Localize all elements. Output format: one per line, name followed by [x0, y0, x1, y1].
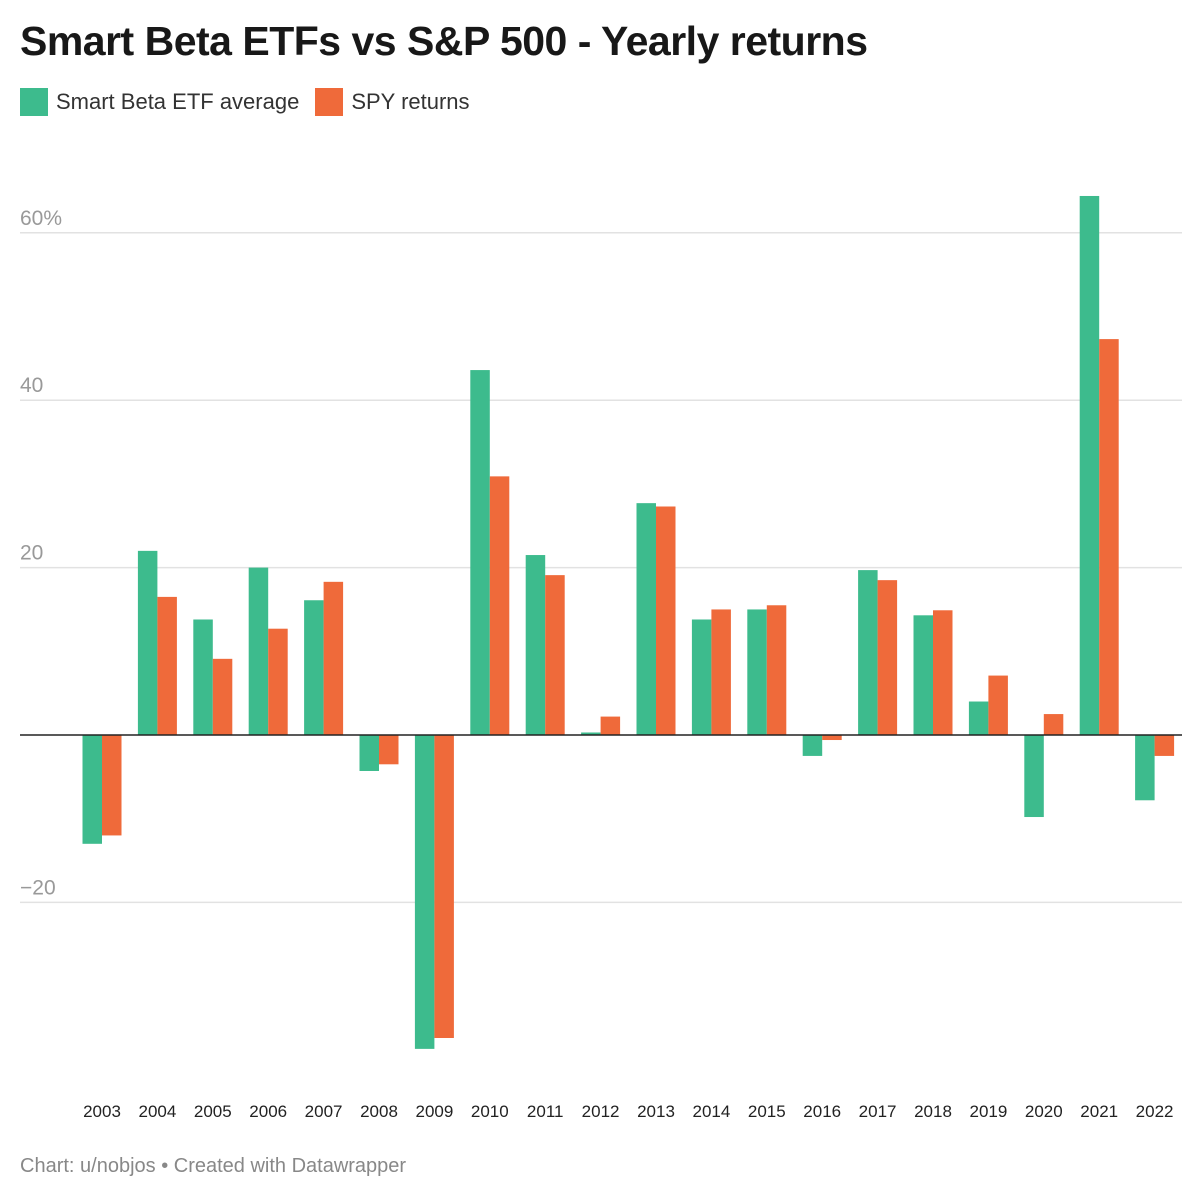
bar-spy [766, 605, 787, 735]
x-tick-label: 2020 [1025, 1102, 1063, 1121]
bar-spy [600, 716, 621, 735]
bar-smart-beta [802, 735, 823, 756]
bar-smart-beta [525, 555, 546, 735]
bar-spy [212, 658, 233, 735]
x-tick-label: 2019 [969, 1102, 1007, 1121]
bar-smart-beta [304, 600, 324, 735]
bar-spy [323, 581, 344, 735]
bar-spy [656, 506, 676, 735]
x-tick-label: 2010 [471, 1102, 509, 1121]
x-tick-label: 2015 [748, 1102, 786, 1121]
x-tick-label: 2005 [194, 1102, 232, 1121]
chart-credit: Chart: u/nobjos • Created with Datawrapp… [20, 1155, 407, 1177]
x-tick-label: 2013 [637, 1102, 675, 1121]
x-tick-label: 2018 [914, 1102, 952, 1121]
bar-smart-beta [1024, 735, 1044, 818]
bar-smart-beta [581, 732, 601, 735]
y-tick-label: 60% [20, 207, 62, 230]
bar-smart-beta [691, 619, 712, 735]
legend-label-spy: SPY returns [351, 89, 470, 114]
bar-smart-beta [82, 735, 102, 844]
y-tick-label: 20 [20, 542, 43, 565]
x-tick-label: 2006 [249, 1102, 287, 1121]
bar-smart-beta [858, 570, 878, 735]
chart-title: Smart Beta ETFs vs S&P 500 - Yearly retu… [20, 18, 868, 64]
bar-spy [877, 580, 898, 735]
legend: Smart Beta ETF average SPY returns [20, 88, 486, 116]
bar-smart-beta [1079, 195, 1100, 736]
bar-spy [822, 735, 842, 741]
bar-spy [545, 575, 565, 735]
x-tick-label: 2022 [1136, 1102, 1174, 1121]
bar-spy [157, 596, 177, 735]
x-tick-label: 2021 [1080, 1102, 1118, 1121]
bar-spy [268, 628, 288, 735]
x-tick-label: 2003 [83, 1102, 121, 1121]
bar-spy [1099, 339, 1119, 735]
x-tick-label: 2007 [305, 1102, 343, 1121]
y-tick-label: −20 [20, 876, 56, 899]
bar-spy [988, 675, 1008, 735]
bar-spy [711, 609, 731, 735]
x-tick-label: 2008 [360, 1102, 398, 1121]
bar-smart-beta [913, 615, 933, 735]
bar-smart-beta [1135, 735, 1155, 801]
bar-smart-beta [248, 567, 269, 735]
bar-smart-beta [968, 701, 989, 735]
bar-smart-beta [193, 619, 213, 735]
bar-spy [102, 735, 122, 836]
legend-swatch-spy [315, 88, 344, 116]
legend-label-smart-beta: Smart Beta ETF average [56, 89, 300, 114]
x-tick-label: 2017 [859, 1102, 897, 1121]
bar-smart-beta [137, 550, 158, 735]
bar-smart-beta [747, 609, 767, 735]
x-tick-label: 2014 [692, 1102, 730, 1121]
bar-smart-beta [359, 735, 379, 771]
legend-item-smart-beta: Smart Beta ETF average [20, 88, 299, 116]
y-tick-label: 40 [20, 374, 43, 397]
x-tick-label: 2011 [527, 1102, 564, 1121]
bar-spy [1154, 735, 1175, 756]
x-tick-label: 2009 [415, 1102, 453, 1121]
bar-spy [489, 476, 510, 735]
bar-smart-beta [414, 735, 435, 1049]
bar-spy [379, 735, 399, 765]
x-tick-label: 2004 [138, 1102, 176, 1121]
bar-smart-beta [636, 503, 656, 735]
legend-swatch-smart-beta [20, 88, 48, 116]
bar-spy [933, 610, 953, 735]
x-tick-label: 2016 [803, 1102, 841, 1121]
bar-spy [1043, 714, 1064, 735]
bar-spy [434, 735, 454, 1038]
legend-item-spy: SPY returns [315, 88, 470, 116]
x-tick-label: 2012 [582, 1102, 620, 1121]
bar-smart-beta [470, 370, 490, 735]
